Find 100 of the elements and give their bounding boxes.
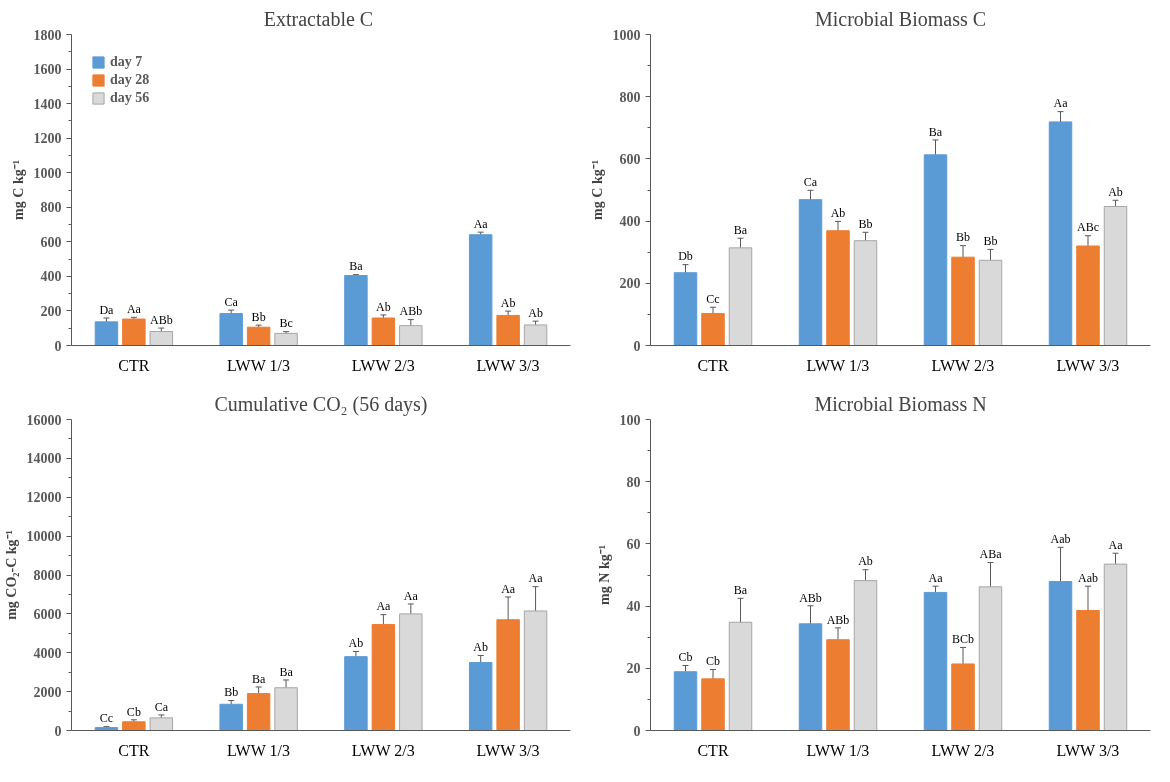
y-axis-title: mg C kg⁻¹ [589, 160, 605, 220]
y-tick-label: 8000 [33, 568, 62, 583]
y-tick-label: 600 [619, 151, 641, 167]
y-tick-label: 12000 [26, 490, 62, 506]
chart-title: Cumulative CO₂ (56 days) [214, 392, 428, 416]
y-tick-label: 6000 [33, 606, 62, 622]
data-label: Ba [349, 259, 364, 274]
y-tick-label: 1000 [33, 165, 62, 181]
y-tick-label: 0 [633, 723, 641, 739]
data-label: Db [678, 249, 693, 264]
data-label: Bc [279, 316, 293, 331]
data-label: Ba [928, 124, 943, 139]
data-label: Cb [126, 704, 141, 719]
y-tick-label: 1000 [612, 27, 641, 43]
data-label: BCb [952, 632, 975, 647]
x-tick-label: LWW 1/3 [227, 356, 290, 374]
data-label: Bb [224, 685, 239, 700]
y-tick-label: 200 [40, 303, 62, 319]
data-label: Aa [376, 599, 392, 614]
data-label: Ab [348, 636, 364, 651]
y-tick-label: 20 [626, 661, 641, 677]
data-label: Cc [706, 292, 720, 306]
y-axis-title: mg CO₂-C kg⁻¹ [3, 530, 19, 620]
data-label: Ba [733, 583, 748, 598]
data-label: Bb [983, 234, 998, 249]
x-tick-label: LWW 3/3 [476, 356, 540, 374]
y-tick-label: 400 [619, 214, 641, 230]
data-label: Ca [154, 699, 169, 714]
data-label: Ab [528, 305, 543, 320]
data-label: Aa [473, 216, 489, 231]
data-label: Bb [858, 217, 873, 232]
y-tick-label: 0 [54, 338, 62, 354]
y-tick-label: 1600 [33, 62, 62, 78]
y-tick-label: 0 [633, 338, 641, 354]
data-label: Bb [251, 309, 266, 324]
data-label: Ba [251, 671, 266, 686]
y-tick-label: 0 [54, 723, 62, 739]
data-label: Aa [403, 588, 419, 603]
y-tick-label: 40 [626, 599, 641, 615]
x-tick-label: LWW 2/3 [931, 356, 995, 374]
chart-title: Microbial Biomass C [814, 7, 987, 30]
data-label: Ba [279, 664, 294, 679]
x-tick-label: LWW 2/3 [351, 356, 415, 374]
y-tick-label: 1400 [33, 96, 62, 112]
x-tick-label: LWW 2/3 [931, 741, 995, 759]
data-label: ABb [826, 612, 850, 627]
y-tick-label: 2000 [33, 684, 62, 700]
data-label: Bb [956, 230, 971, 245]
x-tick-label: LWW 3/3 [1056, 356, 1120, 374]
data-label: ABb [399, 304, 423, 319]
data-label: Aa [1053, 96, 1069, 111]
legend-label: day 28 [110, 72, 150, 88]
data-label: ABb [149, 312, 173, 327]
data-label: ABa [979, 547, 1003, 562]
x-tick-label: CTR [697, 741, 729, 759]
data-label: Aa [528, 571, 544, 586]
data-label: Ab [376, 299, 391, 314]
y-tick-label: 60 [626, 536, 641, 552]
data-label: Aa [126, 302, 142, 317]
x-tick-label: LWW 3/3 [1056, 741, 1120, 759]
y-axis-title: mg N kg⁻¹ [596, 545, 612, 605]
x-tick-label: LWW 2/3 [351, 741, 415, 759]
data-label: Ab [473, 640, 489, 655]
y-tick-label: 800 [619, 89, 641, 105]
x-tick-label: LWW 1/3 [806, 741, 870, 759]
data-label: Cb [678, 650, 693, 665]
x-tick-label: CTR [697, 356, 729, 374]
y-tick-label: 4000 [33, 645, 62, 661]
data-label: Cc [99, 711, 114, 726]
x-tick-label: LWW 1/3 [227, 741, 290, 759]
data-label: Aa [1108, 537, 1124, 552]
data-label: Aa [501, 581, 516, 596]
data-label: Ba [733, 222, 748, 237]
y-tick-label: 1200 [33, 131, 62, 147]
data-label: Aab [1050, 532, 1071, 547]
y-tick-label: 10000 [26, 529, 62, 545]
y-tick-label: 80 [626, 474, 641, 490]
y-tick-label: 14000 [26, 451, 62, 467]
data-label: Aa [928, 570, 944, 585]
data-label: ABb [799, 590, 822, 605]
data-label: Da [99, 302, 115, 317]
data-label: Ab [500, 295, 516, 310]
x-tick-label: LWW 3/3 [476, 741, 540, 759]
y-tick-label: 200 [619, 276, 641, 292]
chart-title: Microbial Biomass N [814, 392, 987, 415]
y-axis-title: mg C kg⁻¹ [10, 160, 26, 220]
chart-title: Extractable C [263, 7, 374, 30]
data-label: Ca [224, 294, 239, 309]
data-label: Aab [1078, 570, 1098, 585]
data-label: Ab [830, 206, 846, 221]
legend-label: day 7 [110, 54, 143, 70]
y-tick-label: 100 [619, 412, 641, 428]
data-label: ABc [1077, 220, 1099, 235]
y-tick-label: 800 [40, 200, 62, 216]
y-tick-label: 1800 [33, 27, 62, 43]
data-label: Ca [803, 175, 818, 190]
y-tick-label: 16000 [26, 412, 62, 428]
y-tick-label: 600 [40, 234, 62, 250]
y-tick-label: 400 [40, 269, 62, 285]
data-label: Ab [1108, 185, 1123, 200]
